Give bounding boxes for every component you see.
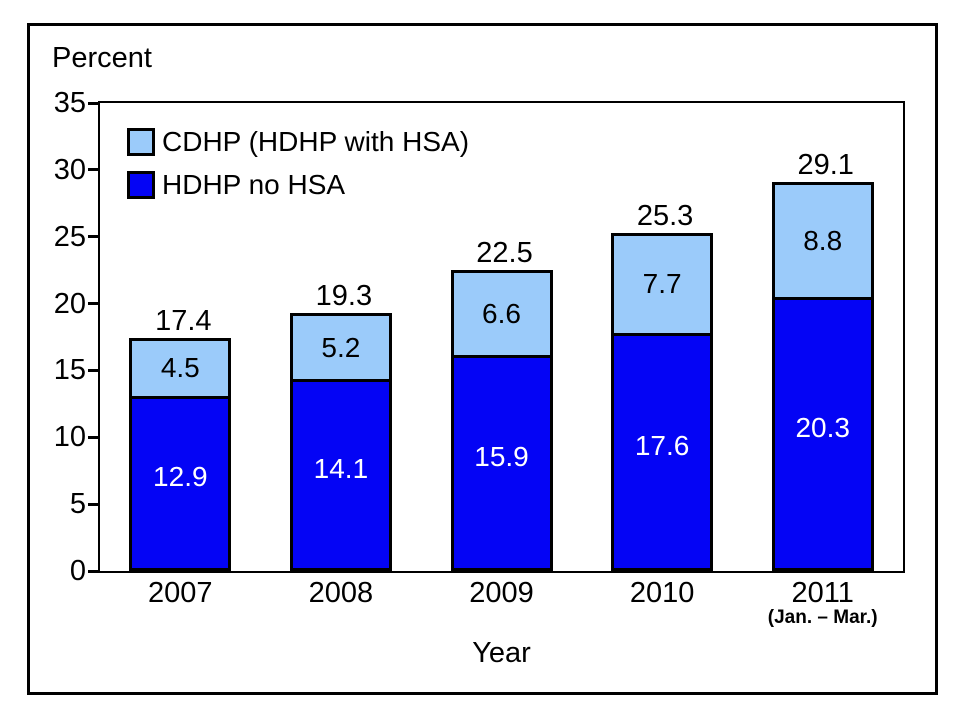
x-axis-label-2007: 2007 — [148, 577, 213, 609]
bar-total-label: 25.3 — [636, 199, 694, 232]
legend-item: HDHP no HSA — [127, 170, 345, 200]
y-axis-tick-label: 30 — [53, 153, 86, 186]
y-axis-tick-label: 10 — [53, 421, 86, 454]
legend-swatch — [127, 171, 155, 199]
bar-2007: 17.4 4.5 12.9 — [129, 306, 232, 571]
bar-2008: 19.3 5.2 14.1 — [289, 281, 392, 571]
y-axis-tick — [88, 235, 98, 239]
legend-label: HDHP no HSA — [162, 169, 346, 200]
bar-2010: 25.3 7.7 17.6 — [611, 201, 714, 571]
bar-total-label: 17.4 — [155, 305, 212, 338]
legend-label: CDHP (HDHP with HSA) — [162, 126, 470, 157]
y-axis-tick — [88, 368, 98, 372]
bar-segment-hdhp-no-hsa: 12.9 — [132, 398, 229, 568]
bar-segment-hdhp-no-hsa: 14.1 — [292, 382, 389, 568]
y-axis-tick — [88, 435, 98, 439]
y-axis-tick — [88, 302, 98, 306]
bar-2009: 22.5 6.6 15.9 — [450, 238, 553, 571]
x-axis-label-2010: 2010 — [629, 577, 695, 609]
bar-total-label: 22.5 — [476, 237, 533, 270]
y-axis-tick-label: 25 — [53, 220, 86, 253]
x-axis-label-2011: 2011 — [791, 577, 854, 609]
bar-segment-hdhp-no-hsa: 20.3 — [774, 299, 871, 568]
bar-segment-cdhp-hdhp-with-hsa-: 4.5 — [132, 341, 229, 399]
legend-item: CDHP (HDHP with HSA) — [127, 127, 469, 157]
bar-segment-hdhp-no-hsa: 17.6 — [614, 335, 711, 568]
bar-2011: 29.1 8.8 20.3 — [771, 150, 874, 571]
y-axis-tick-label: 20 — [53, 287, 86, 320]
y-axis-tick-label: 35 — [53, 87, 86, 119]
y-axis-tick — [88, 168, 98, 172]
x-axis-label-2009: 2009 — [469, 577, 534, 609]
y-axis-tick — [88, 101, 98, 105]
bar-segment-cdhp-hdhp-with-hsa-: 7.7 — [614, 235, 711, 336]
y-axis-tick — [88, 502, 98, 506]
figure-border — [27, 23, 938, 695]
bar-segment-hdhp-no-hsa: 15.9 — [453, 358, 550, 568]
bar-total-label: 19.3 — [315, 279, 373, 312]
bar-segment-cdhp-hdhp-with-hsa-: 8.8 — [774, 184, 871, 300]
y-axis-tick-label: 0 — [69, 555, 86, 587]
legend-swatch — [127, 128, 155, 156]
x-axis-label-2008: 2008 — [308, 577, 374, 609]
bar-segment-cdhp-hdhp-with-hsa-: 6.6 — [453, 273, 550, 359]
y-axis-tick-label: 15 — [53, 354, 86, 387]
y-axis-unit-label: Percent — [52, 42, 152, 74]
x-axis-note-2011: (Jan. – Mar.) — [767, 607, 878, 628]
bar-total-label: 29.1 — [797, 148, 854, 181]
y-axis-tick — [88, 569, 98, 573]
y-axis-tick-label: 5 — [69, 488, 86, 521]
x-axis-title: Year — [472, 637, 531, 669]
plot-area: CDHP (HDHP with HSA) HDHP no HSA Year 0 5 1… — [54, 88, 905, 668]
bar-segment-cdhp-hdhp-with-hsa-: 5.2 — [292, 315, 389, 383]
